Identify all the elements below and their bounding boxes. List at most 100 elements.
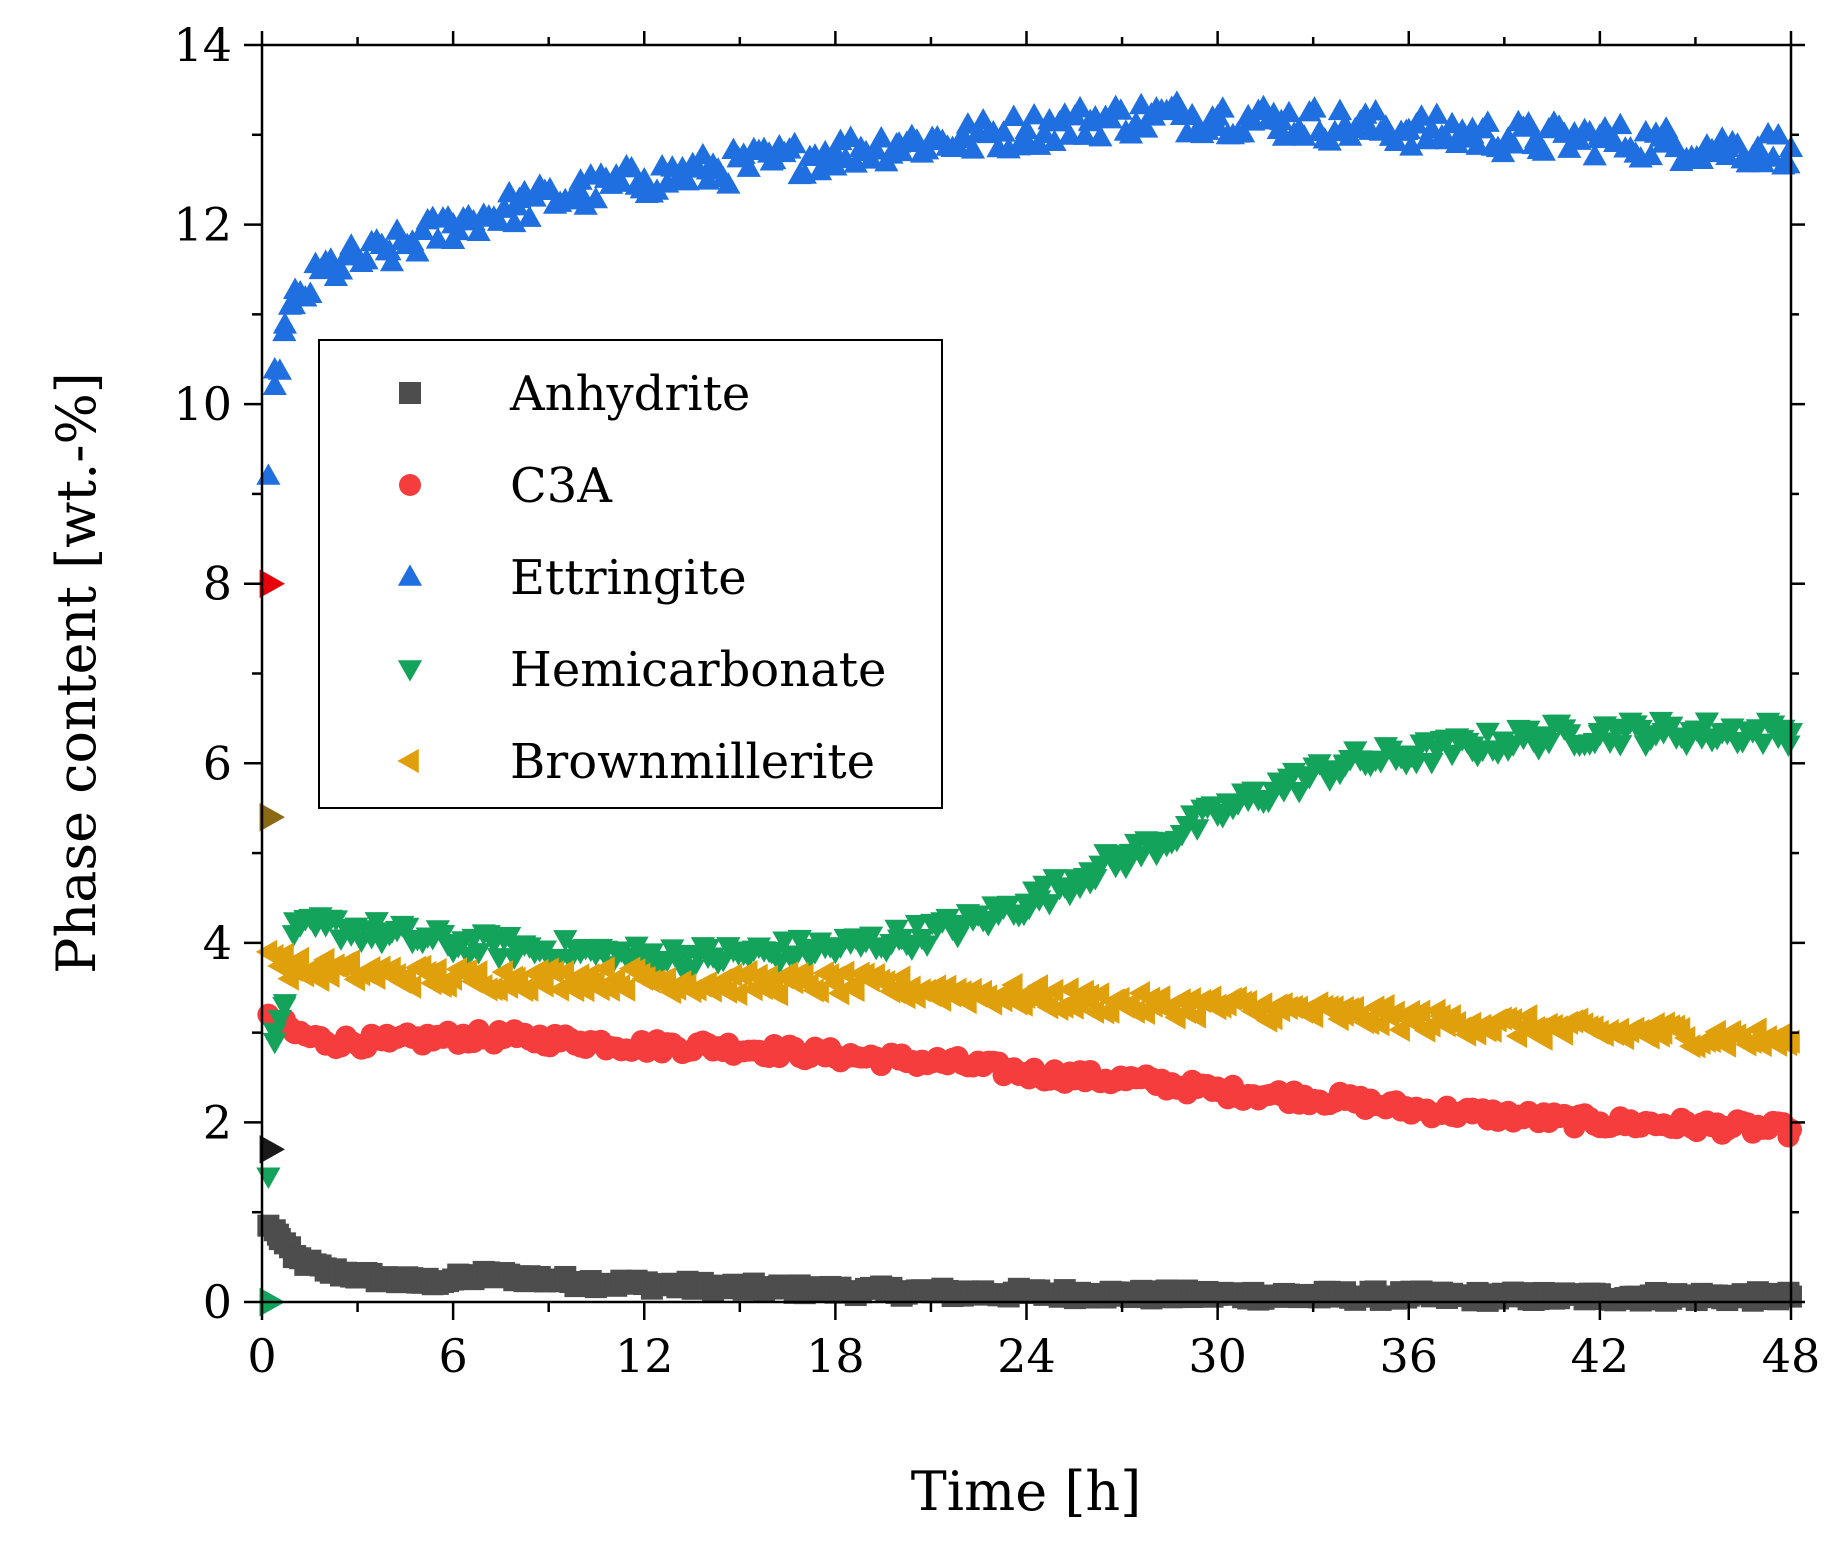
data-point-hemicarbonate xyxy=(272,994,298,1016)
data-point-ettringite xyxy=(762,147,787,170)
data-point-brownmillerite xyxy=(1184,1004,1207,1029)
data-point-ettringite xyxy=(1501,132,1526,154)
data-point-c3a xyxy=(1777,1125,1800,1148)
data-point-brownmillerite xyxy=(613,977,636,1002)
data-point-brownmillerite xyxy=(272,942,294,967)
data-point-brownmillerite xyxy=(547,977,569,1002)
data-point-hemicarbonate xyxy=(1475,722,1500,745)
data-point-ettringite xyxy=(1465,133,1490,155)
x-tick-label: 30 xyxy=(1188,1329,1247,1383)
x-axis-title: Time [h] xyxy=(911,1460,1142,1523)
data-point-hemicarbonate xyxy=(1776,735,1801,757)
data-point-ettringite xyxy=(1276,100,1302,123)
data-point-ettringite xyxy=(1042,129,1067,151)
data-point-brownmillerite xyxy=(1408,999,1431,1024)
data-point-brownmillerite xyxy=(1531,1026,1553,1051)
data-point-brownmillerite xyxy=(843,977,865,1003)
x-tick-label: 6 xyxy=(438,1329,467,1383)
data-point-brownmillerite xyxy=(807,979,829,1004)
data-point-ettringite xyxy=(573,193,598,215)
y-tick-label: 6 xyxy=(203,736,232,790)
x-axis: 0 6 12 18 24 30 36 42 48 xyxy=(247,31,1820,1383)
data-point-hemicarbonate xyxy=(976,915,1001,937)
x-tick-label: 48 xyxy=(1762,1329,1821,1383)
data-point-ettringite xyxy=(1394,118,1419,141)
data-point-brownmillerite xyxy=(338,949,360,974)
data-point-hemicarbonate xyxy=(364,912,389,934)
legend-marker-brownmillerite xyxy=(397,748,419,774)
data-point-brownmillerite xyxy=(1057,977,1079,1002)
data-point-ettringite xyxy=(1210,96,1235,118)
x-tick-label: 18 xyxy=(806,1329,865,1383)
data-point-ettringite xyxy=(563,184,588,206)
data-point-brownmillerite xyxy=(593,956,615,981)
data-point-ettringite xyxy=(435,205,461,227)
data-point-brownmillerite xyxy=(1123,999,1145,1024)
data-point-ettringite xyxy=(328,258,354,280)
data-point-brownmillerite xyxy=(532,973,554,998)
data-point-brownmillerite xyxy=(1419,1013,1441,1038)
data-point-ettringite xyxy=(537,176,563,199)
y-axis-title: Phase content [wt.-%] xyxy=(45,372,108,974)
data-point-brownmillerite xyxy=(287,946,310,971)
data-point-ettringite xyxy=(1776,151,1801,174)
data-point-brownmillerite xyxy=(741,977,763,1002)
data-point-ettringite xyxy=(1322,119,1347,142)
data-point-ettringite xyxy=(379,249,405,272)
data-point-hemicarbonate xyxy=(1516,720,1541,743)
data-point-brownmillerite xyxy=(654,966,676,991)
data-point-hemicarbonate xyxy=(858,926,884,949)
data-point-hemicarbonate xyxy=(1694,712,1720,734)
data-point-ettringite xyxy=(736,155,761,177)
data-point-ettringite xyxy=(838,125,863,147)
data-point-hemicarbonate xyxy=(772,931,797,953)
data-point-hemicarbonate xyxy=(1771,719,1796,742)
data-point-brownmillerite xyxy=(715,979,738,1004)
data-point-hemicarbonate xyxy=(1439,744,1465,767)
series-ettringite xyxy=(256,90,1804,485)
data-point-brownmillerite xyxy=(1077,983,1100,1008)
data-point-ettringite xyxy=(1725,132,1750,154)
data-point-ettringite xyxy=(1424,102,1449,124)
data-point-ettringite xyxy=(262,373,287,395)
data-point-ettringite xyxy=(425,227,450,249)
initial-value-brownmillerite xyxy=(259,802,285,832)
data-point-brownmillerite xyxy=(1261,1006,1283,1031)
data-point-brownmillerite xyxy=(1714,1033,1737,1058)
data-point-ettringite xyxy=(915,137,940,160)
data-point-ettringite xyxy=(1399,134,1424,156)
data-point-ettringite xyxy=(267,358,292,380)
series-brownmillerite xyxy=(255,939,1800,1059)
legend: Anhydrite C3A Ettringite Hemicarbonate Brown… xyxy=(318,339,943,809)
data-point-ettringite xyxy=(298,281,323,304)
data-point-brownmillerite xyxy=(746,963,768,988)
data-point-ettringite xyxy=(1516,110,1541,133)
data-point-brownmillerite xyxy=(888,965,911,990)
data-point-hemicarbonate xyxy=(1037,894,1062,916)
data-point-hemicarbonate xyxy=(1368,751,1393,774)
data-point-ettringite xyxy=(1073,123,1098,145)
data-point-hemicarbonate xyxy=(782,948,807,971)
data-point-hemicarbonate xyxy=(1185,819,1210,841)
data-point-brownmillerite xyxy=(465,960,488,985)
data-point-brownmillerite xyxy=(425,957,447,983)
data-point-brownmillerite xyxy=(1036,995,1059,1020)
data-point-ettringite xyxy=(1231,120,1256,143)
data-point-hemicarbonate xyxy=(1750,733,1776,756)
data-point-brownmillerite xyxy=(1052,994,1074,1019)
y-axis: 0 2 4 6 8 10 12 14 xyxy=(173,18,1805,1329)
data-point-ettringite xyxy=(1327,98,1353,121)
legend-label-hemicarbonate: Hemicarbonate xyxy=(510,642,886,698)
x-tick-label: 0 xyxy=(247,1329,276,1383)
initial-value-c3a xyxy=(259,569,285,599)
data-point-hemicarbonate xyxy=(935,908,960,931)
data-point-ettringite xyxy=(1001,104,1026,126)
data-point-ettringite xyxy=(1745,135,1770,157)
data-point-hemicarbonate xyxy=(1287,781,1312,804)
legend-marker-anhydrite xyxy=(399,382,421,404)
data-point-brownmillerite xyxy=(1133,1000,1156,1026)
data-point-ettringite xyxy=(272,312,298,334)
data-point-brownmillerite xyxy=(1179,987,1201,1012)
series-c3a xyxy=(257,1003,1802,1148)
y-tick-label: 4 xyxy=(203,916,232,970)
